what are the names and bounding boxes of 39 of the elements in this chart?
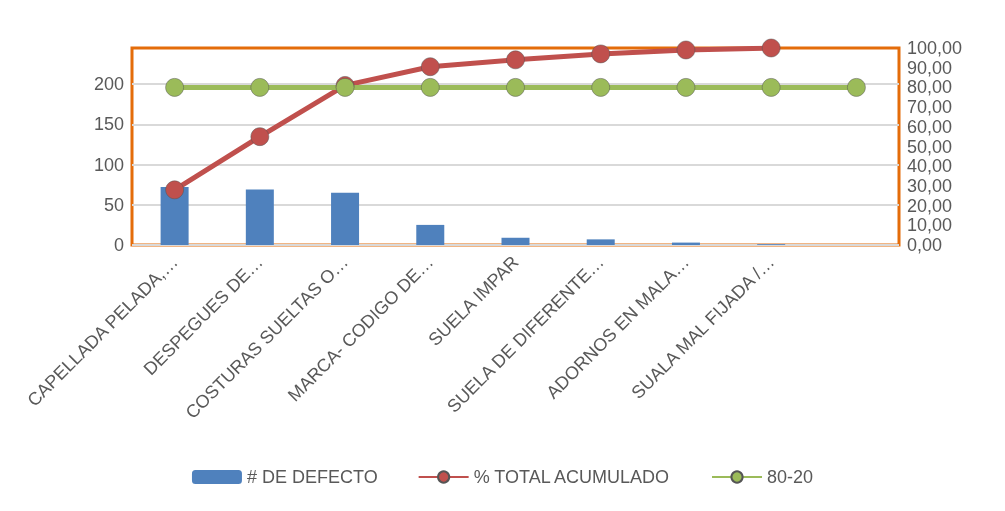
bar — [586, 239, 615, 245]
point — [591, 44, 610, 64]
point — [165, 180, 184, 200]
y2-tick-label: 90,00 — [907, 57, 953, 78]
bar — [245, 189, 274, 245]
y2-tick-label: 20,00 — [907, 195, 953, 216]
y2-tick-label: 0,00 — [907, 235, 943, 255]
point — [676, 40, 696, 60]
y2-tick-label: 30,00 — [907, 175, 953, 196]
y2-tick-label: 10,00 — [907, 215, 953, 236]
bar — [416, 224, 445, 245]
point — [421, 57, 440, 76]
y-tick-label: 150 — [93, 114, 124, 135]
point — [676, 78, 696, 97]
bar — [331, 192, 360, 245]
y-tick-label: 0 — [113, 235, 124, 255]
point — [506, 50, 525, 70]
legend-label: % TOTAL ACUMULADO — [473, 467, 670, 487]
point — [847, 78, 866, 97]
point — [165, 78, 184, 97]
y-tick-label: 50 — [103, 194, 124, 215]
y-tick-label: 200 — [93, 74, 124, 95]
point — [421, 78, 440, 97]
y2-tick-label: 60,00 — [907, 116, 953, 137]
y2-tick-label: 70,00 — [907, 97, 953, 118]
bar — [501, 237, 530, 245]
point — [761, 78, 781, 97]
point — [591, 78, 610, 97]
point — [250, 78, 270, 97]
y2-tick-label: 80,00 — [907, 77, 953, 98]
y2-tick-label: 100,00 — [907, 38, 963, 58]
point — [506, 78, 525, 97]
legend-label: 80-20 — [767, 467, 814, 487]
legend-label: # DE DEFECTO — [246, 467, 378, 487]
point — [250, 127, 270, 146]
y2-tick-label: 50,00 — [907, 136, 953, 157]
y2-tick-label: 40,00 — [907, 156, 953, 177]
point — [761, 38, 781, 58]
y-tick-label: 100 — [93, 154, 124, 175]
